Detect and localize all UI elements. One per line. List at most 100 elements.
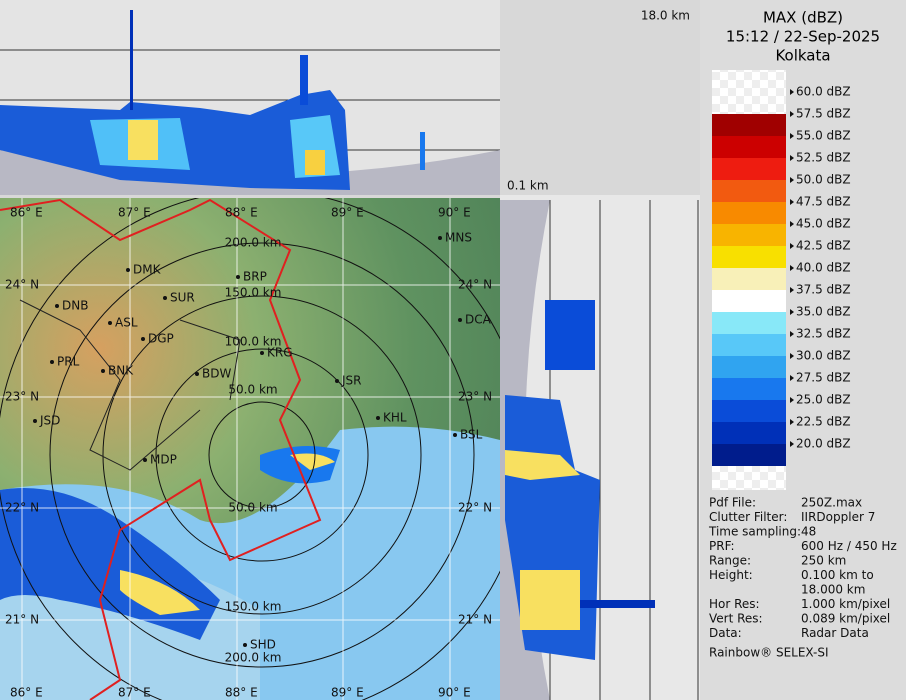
legend-label: 52.5 dBZ — [796, 151, 851, 165]
range-label: 150.0 km — [225, 286, 282, 300]
info-key: Range: — [709, 554, 751, 568]
legend-label: 55.0 dBZ — [796, 129, 851, 143]
city-dot — [260, 351, 264, 355]
lat-label: 22° N — [458, 501, 492, 515]
city-dot — [163, 296, 167, 300]
city-dot — [335, 379, 339, 383]
city-dot — [141, 337, 145, 341]
legend-swatch — [712, 268, 786, 290]
graticule — [0, 198, 500, 700]
legend-tick — [790, 199, 794, 205]
lon-label: 90° E — [438, 686, 471, 700]
lon-label: 89° E — [331, 206, 364, 220]
legend-tick — [790, 89, 794, 95]
height-label: 18.0 km — [641, 9, 690, 23]
legend-swatch — [712, 356, 786, 378]
city-dot — [108, 321, 112, 325]
legend-swatch — [712, 158, 786, 180]
city-label: JSD — [39, 414, 60, 428]
legend-label: 50.0 dBZ — [796, 173, 851, 187]
legend-label: 47.5 dBZ — [796, 195, 851, 209]
city-dot — [126, 268, 130, 272]
legend-swatch — [712, 246, 786, 268]
info-value: Radar Data — [801, 626, 869, 640]
city-label: SHD — [250, 638, 276, 652]
city-label: DMK — [133, 263, 162, 277]
city-label: BRP — [243, 270, 267, 284]
info-key: Time sampling: — [708, 525, 801, 539]
lon-label: 87° E — [118, 686, 151, 700]
timestamp: 15:12 / 22-Sep-2025 — [726, 28, 880, 46]
legend-tick — [790, 133, 794, 139]
legend-label: 32.5 dBZ — [796, 327, 851, 341]
legend-swatch — [712, 290, 786, 312]
info-key: Vert Res: — [709, 612, 763, 626]
city-label: DCA — [465, 313, 492, 327]
city-dot — [236, 275, 240, 279]
lon-label: 86° E — [10, 206, 43, 220]
info-key: Pdf File: — [709, 496, 756, 510]
legend-label: 22.5 dBZ — [796, 415, 851, 429]
range-label: 100.0 km — [225, 335, 282, 349]
city-label: BSL — [460, 428, 483, 442]
legend-swatch — [712, 422, 786, 444]
legend-swatch — [712, 400, 786, 422]
top-echoes — [0, 10, 425, 190]
city-label: BNK — [108, 364, 134, 378]
borders — [0, 198, 322, 700]
legend-label: 27.5 dBZ — [796, 371, 851, 385]
legend-tick — [790, 221, 794, 227]
legend-label: 25.0 dBZ — [796, 393, 851, 407]
city-label: BDW — [202, 367, 231, 381]
legend-label: 30.0 dBZ — [796, 349, 851, 363]
legend-tick — [790, 419, 794, 425]
height-label: 0.1 km — [507, 179, 549, 193]
lat-label: 24° N — [458, 278, 492, 292]
city-dot — [33, 419, 37, 423]
info-value: 600 Hz / 450 Hz — [801, 539, 897, 553]
city-dot — [101, 369, 105, 373]
city-label: KRG — [267, 346, 293, 360]
legend-tick — [790, 309, 794, 315]
city-dot — [195, 372, 199, 376]
legend-label: 20.0 dBZ — [796, 437, 851, 451]
lat-label: 21° N — [458, 613, 492, 627]
info-value: IIRDoppler 7 — [801, 510, 875, 524]
info-key: Data: — [709, 626, 742, 640]
legend-label: 45.0 dBZ — [796, 217, 851, 231]
legend-swatch — [712, 334, 786, 356]
lon-label: 86° E — [10, 686, 43, 700]
city-label: SUR — [170, 291, 195, 305]
city-dot — [50, 360, 54, 364]
info-key: Clutter Filter: — [709, 510, 787, 524]
info-value: 0.100 km to — [801, 568, 874, 582]
info-value: 1.000 km/pixel — [801, 597, 890, 611]
lon-label: 90° E — [438, 206, 471, 220]
info-key: PRF: — [709, 539, 735, 553]
legend-swatch — [712, 224, 786, 246]
info-value: 250Z.max — [801, 496, 862, 510]
legend-label: 42.5 dBZ — [796, 239, 851, 253]
city-label: PRL — [57, 355, 80, 369]
range-label: 50.0 km — [228, 501, 277, 515]
legend-tick — [790, 397, 794, 403]
lat-label: 21° N — [5, 613, 39, 627]
map: 86° E 86° E 87° E 87° E 88° E 88° E 89° E 89° E… — [0, 198, 500, 700]
legend-tick — [790, 243, 794, 249]
city-label: DNB — [62, 299, 88, 313]
city-label: ASL — [115, 316, 138, 330]
legend-tick — [790, 111, 794, 117]
info-key: Hor Res: — [709, 597, 760, 611]
legend-swatch — [712, 312, 786, 334]
city-label: JSR — [341, 374, 362, 388]
legend-tick — [790, 441, 794, 447]
city-label: DGP — [148, 332, 174, 346]
lat-label: 22° N — [5, 501, 39, 515]
legend-tick — [790, 265, 794, 271]
lat-label: 23° N — [458, 390, 492, 404]
lat-label: 23° N — [5, 390, 39, 404]
legend-swatch — [712, 202, 786, 224]
city-dot — [438, 236, 442, 240]
